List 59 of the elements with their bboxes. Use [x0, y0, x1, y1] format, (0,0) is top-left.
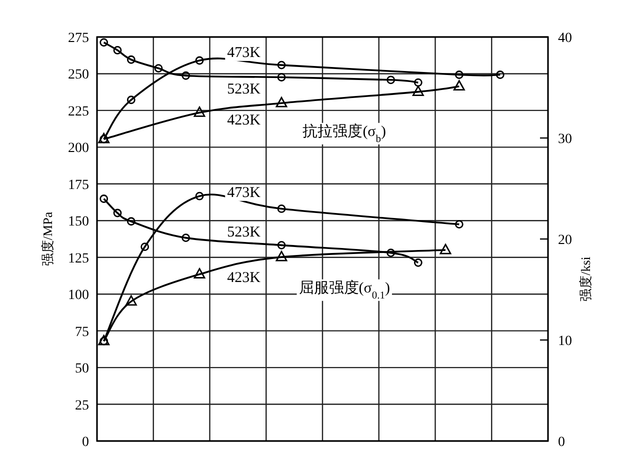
- y-tick-label: 200: [68, 141, 89, 156]
- y-axis-title: 强度/MPa: [40, 212, 55, 266]
- point: [454, 70, 464, 79]
- point: [194, 106, 206, 117]
- point: [195, 56, 204, 65]
- point: [126, 217, 136, 226]
- point: [195, 192, 204, 200]
- point: [154, 64, 163, 72]
- point: [100, 38, 108, 47]
- y-tick-label: 125: [68, 251, 89, 266]
- y-tick-label: 50: [75, 362, 89, 377]
- point: [113, 46, 122, 54]
- series-label: 423K: [227, 270, 261, 286]
- y2-tick-label: 40: [558, 31, 572, 46]
- point: [125, 295, 137, 306]
- point: [277, 240, 286, 250]
- y2-tick-label: 10: [558, 334, 572, 349]
- point: [276, 96, 288, 108]
- point: [454, 220, 464, 229]
- y-tick-label: 150: [68, 214, 89, 230]
- series-label: 473K: [227, 184, 261, 201]
- point: [182, 71, 190, 80]
- y-tick-label: 25: [75, 398, 89, 414]
- y-tick-label: 100: [68, 288, 89, 304]
- y2-axis-title: 强度/ksi: [578, 256, 593, 302]
- series-label: 473K: [227, 44, 261, 61]
- point: [182, 234, 190, 242]
- point: [277, 204, 286, 213]
- point: [412, 86, 424, 96]
- annotation: 屈服强度(σ$_{0.1}$): [298, 279, 390, 301]
- y2-tick-label: 20: [558, 233, 572, 248]
- point: [496, 70, 504, 79]
- series-label: 523K: [227, 224, 261, 240]
- y-tick-label: 75: [75, 324, 89, 340]
- series-label: 523K: [227, 82, 261, 98]
- point: [100, 194, 108, 203]
- point: [126, 96, 136, 104]
- y-tick-label: 175: [68, 178, 89, 193]
- y2-tick-label: 30: [558, 132, 572, 147]
- point: [276, 250, 288, 262]
- y-tick-label: 275: [68, 31, 89, 46]
- point: [440, 244, 452, 254]
- point: [386, 76, 396, 84]
- series-label: 423K: [227, 112, 261, 128]
- point: [194, 268, 206, 278]
- y-tick-label: 0: [82, 435, 89, 450]
- y2-tick-label: 0: [558, 435, 565, 450]
- point: [140, 242, 150, 251]
- point: [126, 55, 136, 64]
- y-tick-label: 250: [68, 68, 89, 83]
- point: [277, 60, 286, 70]
- annotation: 抗拉强度(σ$_{b}$): [302, 122, 386, 144]
- point: [414, 78, 422, 87]
- y-tick-label: 225: [68, 104, 89, 120]
- point: [113, 208, 122, 218]
- point: [277, 73, 286, 82]
- point: [453, 80, 465, 91]
- point: [414, 258, 422, 267]
- point: [386, 248, 396, 258]
